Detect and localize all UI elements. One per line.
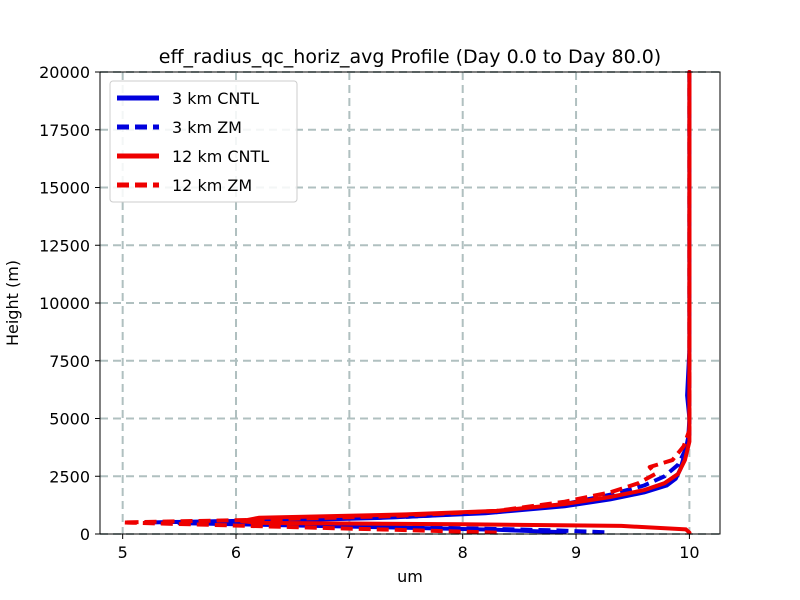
y-tick-label: 5000	[49, 410, 90, 429]
ticks: 5 6 7 8 9 10 0 2500 5000 7500 10000 12500 15000 17500…	[39, 63, 699, 562]
legend: 3 km CNTL 3 km ZM 12 km CNTL 12 km ZM	[109, 80, 298, 203]
y-tick-label: 20000	[39, 63, 90, 82]
chart-title: eff_radius_qc_horiz_avg Profile (Day 0.0…	[159, 46, 661, 68]
x-tick-label: 10	[679, 543, 699, 562]
legend-box	[109, 80, 298, 203]
x-tick-label: 7	[344, 543, 354, 562]
y-tick-label: 7500	[49, 352, 90, 371]
legend-label-4: 12 km ZM	[172, 176, 252, 195]
x-axis-label: um	[397, 567, 423, 586]
x-tick-label: 5	[118, 543, 128, 562]
y-tick-label: 10000	[39, 294, 90, 313]
series-line-4	[120, 72, 692, 535]
x-tick-label: 8	[458, 543, 468, 562]
y-tick-label: 2500	[49, 467, 90, 486]
y-tick-label: 17500	[39, 121, 90, 140]
y-tick-label: 0	[80, 525, 90, 544]
legend-label-1: 3 km CNTL	[172, 89, 259, 108]
y-axis-label: Height (m)	[3, 260, 22, 346]
x-tick-label: 9	[571, 543, 581, 562]
grid	[100, 71, 720, 535]
y-tick-label: 12500	[39, 236, 90, 255]
series-lines	[120, 70, 692, 535]
y-tick-label: 15000	[39, 179, 90, 198]
legend-label-3: 12 km CNTL	[172, 147, 269, 166]
x-tick-label: 6	[231, 543, 241, 562]
legend-label-2: 3 km ZM	[172, 118, 242, 137]
